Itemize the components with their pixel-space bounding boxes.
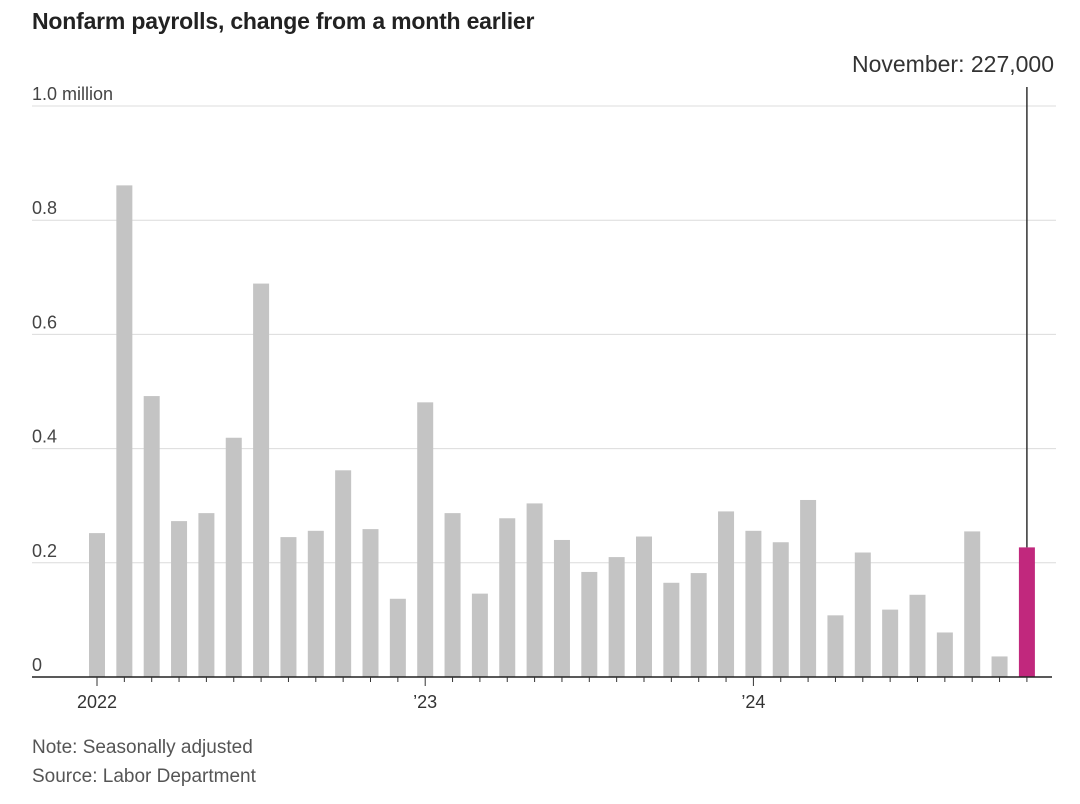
bar — [936, 632, 953, 677]
y-tick-label: 1.0 million — [32, 84, 113, 104]
bar — [718, 511, 735, 677]
bar — [499, 518, 516, 677]
bar — [307, 530, 324, 677]
bar-chart: 0 0.2 0.4 0.6 0.8 1.0 million 2022 ’23 ’24 Nove… — [32, 51, 1056, 712]
note-text: Note: Seasonally adjusted — [32, 737, 253, 758]
bar — [362, 529, 379, 677]
y-tick-label: 0 — [32, 655, 42, 675]
x-tick-label: ’23 — [413, 692, 437, 712]
bar — [417, 402, 434, 677]
bar — [690, 573, 707, 677]
bar — [909, 594, 926, 677]
bar — [608, 557, 625, 677]
bar — [772, 542, 789, 677]
chart-title: Nonfarm payrolls, change from a month ea… — [32, 8, 535, 34]
bar — [225, 437, 242, 677]
bar — [882, 609, 899, 677]
bar — [854, 552, 871, 677]
source-text: Source: Labor Department — [32, 766, 256, 787]
bar — [553, 539, 570, 677]
bar — [471, 593, 488, 677]
bar — [116, 185, 133, 677]
y-tick-label: 0.8 — [32, 198, 57, 218]
bar — [198, 513, 215, 677]
bar — [143, 396, 160, 677]
bar — [526, 503, 543, 677]
bar — [800, 499, 817, 677]
y-tick-label: 0.6 — [32, 312, 57, 332]
x-axis: 2022 ’23 ’24 — [32, 676, 1052, 712]
bar — [335, 470, 352, 677]
bar — [171, 521, 188, 677]
x-tick-label: 2022 — [77, 692, 117, 712]
bar — [581, 571, 598, 677]
bar — [89, 533, 105, 677]
annotation-label: November: 227,000 — [852, 51, 1054, 77]
bar — [827, 615, 844, 677]
bar-highlight — [1018, 547, 1035, 677]
bar — [663, 582, 680, 677]
bar — [253, 283, 270, 677]
bar — [991, 656, 1008, 677]
y-tick-label: 0.4 — [32, 427, 57, 447]
y-tick-label: 0.2 — [32, 541, 57, 561]
bar — [964, 531, 981, 677]
bar — [636, 536, 652, 677]
gridlines — [32, 105, 1056, 564]
annotation: November: 227,000 — [852, 51, 1054, 548]
bar — [389, 598, 406, 677]
bars — [89, 185, 1035, 677]
bar — [745, 530, 762, 677]
bar — [444, 513, 461, 677]
y-axis-ticks: 0 0.2 0.4 0.6 0.8 1.0 million — [32, 84, 113, 675]
x-tick-label: ’24 — [741, 692, 765, 712]
bar — [280, 537, 297, 677]
